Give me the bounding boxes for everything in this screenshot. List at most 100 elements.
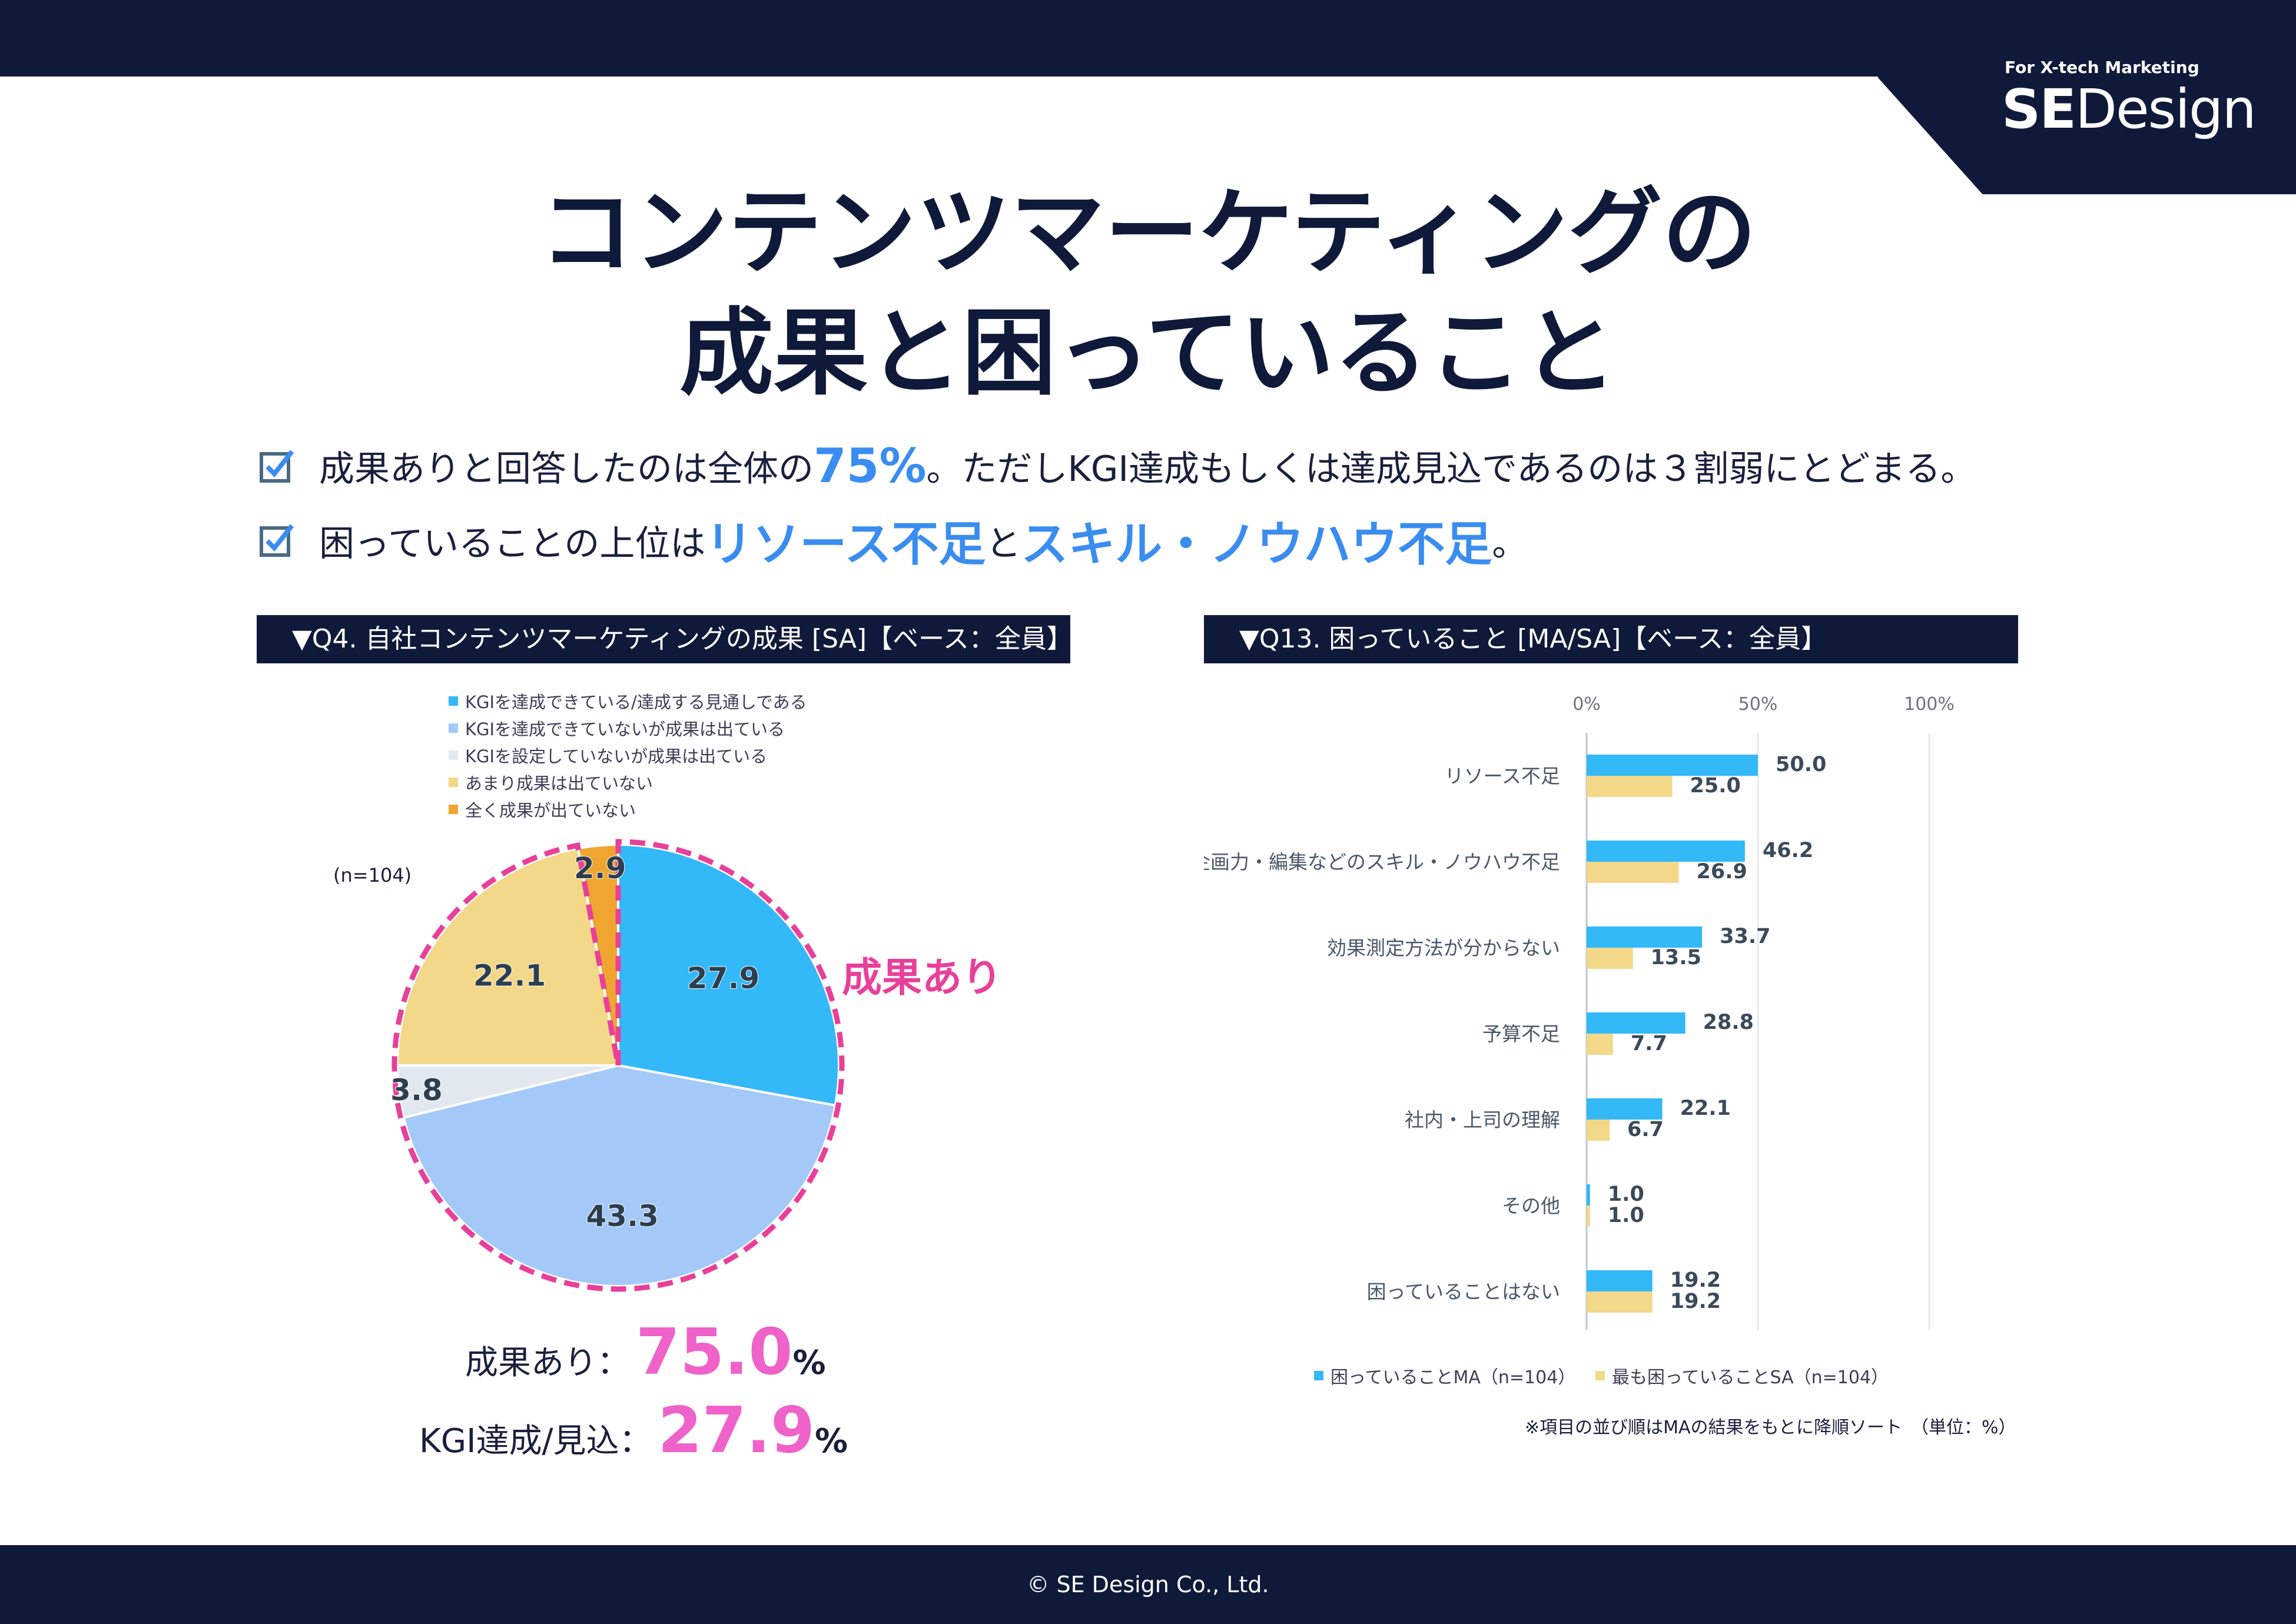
summary-kgi-label: KGI達成/見込： [419, 1422, 652, 1460]
pie-legend-item: KGIを設定していないが成果は出ている [449, 742, 807, 769]
pie-data-label: 22.1 [473, 958, 546, 992]
legend-swatch [449, 778, 458, 787]
sample-size: (n=104) [333, 864, 412, 886]
bullet-2-post: 。 [1492, 523, 1528, 564]
pie-legend-item: KGIを達成できていないが成果は出ている [449, 715, 807, 742]
bar-legend-ma-label: 困っていることMA（n=104） [1331, 1367, 1576, 1388]
bar-value-label: 13.5 [1651, 946, 1701, 969]
pie-legend-label: あまり成果は出ていない [465, 773, 653, 793]
category-label: リソース不足 [1445, 765, 1560, 788]
bar [1587, 1270, 1653, 1291]
checkbox-icon [260, 450, 294, 483]
bar-legend-sa: 最も困っていることSA（n=104） [1595, 1363, 1889, 1389]
bar-value-label: 25.0 [1690, 774, 1741, 798]
bar [1587, 1098, 1663, 1120]
summary-seika-label: 成果あり： [465, 1344, 630, 1382]
pie-legend-label: KGIを達成できていないが成果は出ている [465, 719, 785, 739]
pie-legend-item: 全く成果が出ていない [449, 796, 807, 823]
bar [1587, 1034, 1613, 1055]
summary-kgi-unit: % [814, 1422, 848, 1460]
pie-slice [617, 843, 840, 1107]
bar [1587, 1012, 1685, 1034]
seika-callout: 成果あり [842, 955, 1003, 1001]
bar [1587, 1291, 1653, 1313]
q4-header: ▼Q4. 自社コンテンツマーケティングの成果 [SA]【ベース：全員】 [257, 615, 1073, 663]
legend-swatch-blue [1314, 1371, 1323, 1380]
category-label: 困っていることはない [1367, 1280, 1560, 1303]
seika-outline [391, 839, 845, 1292]
bullet-2-highlight2: スキル・ノウハウ不足 [1021, 517, 1492, 572]
bullet-2: 困っていることの上位は リソース不足とスキル・ノウハウ不足。 [259, 506, 1527, 574]
summary-kgi-value: 27.9 [658, 1394, 815, 1467]
bar-value-label: 6.7 [1627, 1118, 1664, 1141]
category-label: 効果測定方法が分からない [1327, 936, 1560, 959]
pie-data-label: 2.9 [574, 851, 626, 885]
bar [1587, 862, 1679, 883]
pie-chart: 27.9 43.3 3.8 22.1 2.9 [390, 839, 845, 1292]
bar-legend-ma: 困っていることMA（n=104） [1314, 1363, 1575, 1389]
category-label: 企画力・編集などのスキル・ノウハウ不足 [1204, 851, 1560, 874]
legend-swatch [449, 723, 458, 733]
bar-value-label: 19.2 [1670, 1290, 1721, 1313]
pie-legend-label: KGIを設定していないが成果は出ている [465, 746, 768, 766]
legend-swatch [449, 696, 458, 706]
summary-seika-unit: % [792, 1344, 826, 1382]
bullet-2-highlight: リソース不足 [705, 517, 986, 572]
pie-slice [402, 1064, 837, 1287]
summary-seika-value: 75.0 [636, 1316, 793, 1389]
legend-swatch [449, 750, 458, 760]
bar [1587, 776, 1673, 797]
pie-legend: KGIを達成できている/達成する見通しである KGIを達成できていないが成果は出て… [449, 688, 807, 823]
logo-bold: SE [2002, 78, 2076, 141]
bar [1587, 841, 1745, 862]
category-label: 社内・上司の理解 [1405, 1108, 1560, 1131]
bar [1587, 926, 1703, 948]
bullet-1: 成果ありと回答したのは全体の 75% 。ただしKGI達成もしくは達成見込であるのは３… [259, 439, 1976, 493]
bar [1587, 1205, 1590, 1227]
x-tick-label: 100% [1904, 694, 1955, 715]
pie-data-label: 3.8 [390, 1073, 443, 1107]
x-tick-label: 0% [1572, 694, 1601, 715]
bar [1587, 948, 1633, 969]
bar-chart: 0% 50% 100% リソース不足 50.0 25.0 企画力・編集などのスキル・ノウハウ… [1204, 694, 1955, 1330]
page-title-line1: コンテンツマーケティングの [539, 177, 1757, 287]
bullet-1-post: 。ただしKGI達成もしくは達成見込であるのは３割弱にとどまる。 [926, 449, 1976, 490]
pie-legend-item: KGIを達成できている/達成する見通しである [449, 688, 807, 715]
pie-slice [396, 846, 620, 1067]
page-title-line2: 成果と困っていること [679, 298, 1617, 408]
bar-value-label: 1.0 [1608, 1204, 1644, 1227]
bar-value-label: 33.7 [1720, 925, 1770, 948]
sort-note: ※項目の並び順はMAの結果をもとに降順ソート （単位：%） [1525, 1417, 2016, 1438]
bar [1587, 1120, 1610, 1141]
brand-logo: SEDesign [2002, 78, 2257, 141]
category-label: 予算不足 [1482, 1022, 1560, 1045]
bar-value-label: 26.9 [1697, 860, 1747, 884]
pie-data-label: 43.3 [586, 1199, 659, 1233]
legend-swatch [449, 805, 458, 814]
category-label: その他 [1502, 1194, 1560, 1217]
logo-thin: Design [2075, 78, 2257, 141]
legend-swatch-yellow [1595, 1371, 1605, 1380]
pie-legend-label: 全く成果が出ていない [465, 801, 636, 821]
bar-value-label: 19.2 [1670, 1268, 1721, 1292]
pie-legend-label: KGIを達成できている/達成する見通しである [465, 692, 807, 712]
bar-value-label: 46.2 [1763, 839, 1813, 862]
bullet-2-mid: と [986, 523, 1021, 564]
summary-seika: 成果あり： 75.0% [465, 1316, 826, 1389]
bullet-2-pre: 困っていることの上位は [319, 523, 706, 564]
pie-data-label: 27.9 [687, 961, 759, 995]
summary-kgi: KGI達成/見込： 27.9% [419, 1394, 848, 1467]
bar-legend-sa-label: 最も困っていることSA（n=104） [1612, 1367, 1889, 1388]
bullet-1-pre: 成果ありと回答したのは全体の [319, 449, 814, 490]
q13-header: ▼Q13. 困っていること [MA/SA]【ベース：全員】 [1204, 615, 2018, 663]
bar [1587, 1184, 1590, 1205]
x-tick-label: 50% [1738, 694, 1778, 715]
pie-legend-item: あまり成果は出ていない [449, 769, 807, 796]
bar [1587, 755, 1758, 776]
bar-value-label: 28.8 [1703, 1011, 1754, 1034]
bar-value-label: 1.0 [1608, 1183, 1644, 1206]
bar-value-label: 7.7 [1631, 1032, 1667, 1055]
bullet-1-highlight: 75% [814, 439, 927, 493]
checkbox-icon [260, 524, 294, 557]
bar-value-label: 22.1 [1680, 1097, 1731, 1120]
